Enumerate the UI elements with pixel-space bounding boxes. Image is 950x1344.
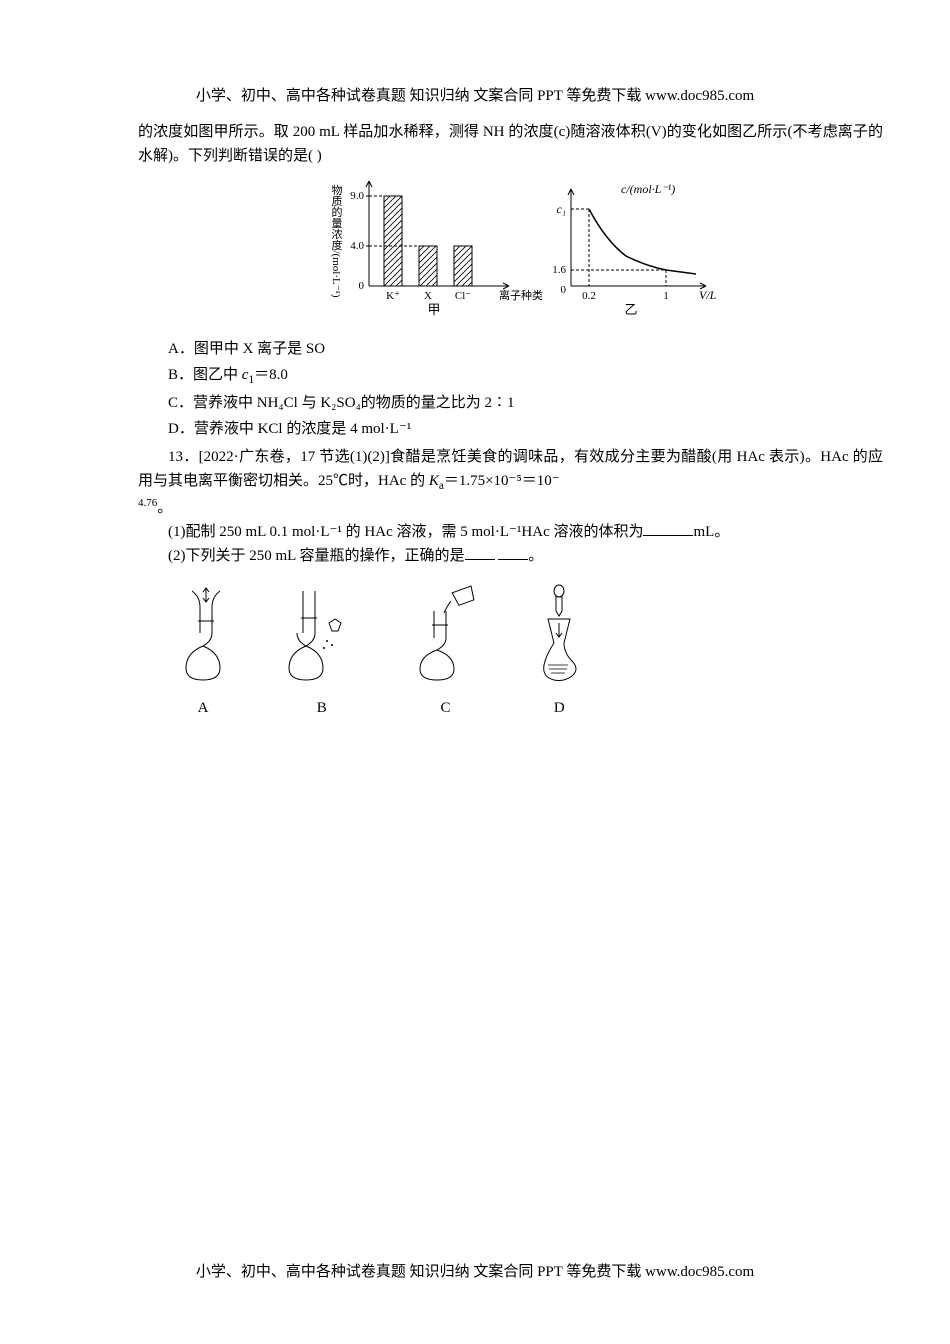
pour-stream — [444, 601, 451, 613]
yi-xlabel: V/L — [699, 288, 717, 302]
chart-jia-yi: 物质的量浓度/(mol·L⁻¹) 0 4.0 9.0 — [301, 176, 721, 321]
bar-cl — [454, 246, 472, 286]
yi-ytick-0: 0 — [560, 284, 566, 296]
xlabel-x: X — [424, 290, 432, 302]
option-d: D．营养液中 KCl 的浓度是 4 mol·L⁻¹ — [138, 417, 883, 441]
chart-jia-ylabel: 物质的量浓度/(mol·L⁻¹) — [330, 183, 343, 298]
intro-paragraph: 的浓度如图甲所示。取 200 mL 样品加水稀释，测得 NH 的浓度(c)随溶液… — [138, 120, 883, 168]
q13-sub2: (2)下列关于 250 mL 容量瓶的操作，正确的是 。 — [138, 544, 883, 568]
flask-a-body — [186, 591, 220, 680]
beaker — [452, 586, 476, 606]
option-d-text: D．营养液中 KCl 的浓度是 4 mol·L⁻¹ — [168, 421, 411, 437]
bar-x — [419, 246, 437, 286]
flask-row: A B — [138, 583, 883, 720]
flask-d-body — [544, 619, 576, 681]
flask-a-arrows — [203, 588, 209, 602]
flask-d-svg — [524, 583, 594, 683]
ka-var: K — [429, 473, 439, 489]
flask-a: A — [168, 583, 238, 720]
q13-source: [2022·广东卷，17 节选(1)(2)] — [199, 449, 390, 465]
blank-1[interactable] — [643, 521, 693, 536]
sub1-unit: mL。 — [693, 524, 729, 540]
page-footer: 小学、初中、高中各种试卷真题 知识归纳 文案合同 PPT 等免费下载 www.d… — [0, 1260, 950, 1284]
xlabel-axis: 离子种类 — [499, 288, 543, 302]
sub1-text: (1)配制 250 mL 0.1 mol·L⁻¹ 的 HAc 溶液，需 5 mo… — [168, 524, 643, 540]
option-c: C．营养液中 NH₄Cl 与 K₂SO₄的物质的量之比为 2∶1 — [138, 391, 883, 415]
flask-b-body — [289, 591, 323, 680]
flask-a-label: A — [168, 696, 238, 720]
ka-eq: ＝1.75×10⁻⁵＝10⁻ — [444, 473, 560, 489]
chart-yi-ylabel: c/(mol·L⁻¹) — [621, 182, 675, 196]
flask-b-svg — [277, 583, 367, 683]
xlabel-k: K⁺ — [386, 290, 400, 302]
flask-b: B — [277, 583, 367, 720]
ytick-0: 0 — [358, 280, 364, 292]
xlabel-cl: Cl⁻ — [454, 290, 470, 302]
option-a-text: A．图甲中 X 离子是 SO — [168, 341, 325, 357]
yi-xtick-02: 0.2 — [582, 290, 596, 302]
flask-a-neck — [192, 591, 200, 633]
flask-c-svg — [406, 583, 486, 683]
dot3 — [323, 647, 325, 649]
flask-d-label: D — [524, 696, 594, 720]
chart-jia-caption: 甲 — [427, 302, 440, 317]
flask-a-svg — [168, 583, 238, 683]
flask-b-label: B — [277, 696, 367, 720]
flask-d: D — [524, 583, 594, 720]
option-b: B．图乙中 c1＝8.0 — [138, 363, 883, 389]
dropper-tube — [556, 596, 562, 616]
sub2-text: (2)下列关于 250 mL 容量瓶的操作，正确的是 — [168, 548, 465, 564]
q13-number: 13． — [168, 449, 199, 465]
option-a: A．图甲中 X 离子是 SO — [138, 337, 883, 361]
ka-exp: 4.76 — [138, 497, 157, 509]
main-content: 的浓度如图甲所示。取 200 mL 样品加水稀释，测得 NH 的浓度(c)随溶液… — [138, 120, 883, 720]
option-c-text: C．营养液中 NH₄Cl 与 K₂SO₄的物质的量之比为 2∶1 — [168, 395, 515, 411]
dot1 — [326, 640, 328, 642]
option-b-text: B．图乙中 c1＝8.0 — [168, 367, 288, 383]
flask-b-stopper — [329, 619, 341, 631]
bar-k — [384, 196, 402, 286]
flask-c-body — [420, 611, 454, 680]
q13-exp-line: 4.76。 — [138, 495, 883, 520]
ka-end: 。 — [157, 500, 172, 516]
flask-d-arrow — [556, 623, 562, 637]
dot2 — [331, 644, 333, 646]
yi-curve — [589, 209, 696, 274]
flask-c-label: C — [406, 696, 486, 720]
q13-sub1: (1)配制 250 mL 0.1 mol·L⁻¹ 的 HAc 溶液，需 5 mo… — [138, 520, 883, 544]
sub2-end: 。 — [528, 548, 543, 564]
charts-row: 物质的量浓度/(mol·L⁻¹) 0 4.0 9.0 — [138, 176, 883, 329]
q13-paragraph: 13．[2022·广东卷，17 节选(1)(2)]食醋是烹饪美食的调味品，有效成… — [138, 445, 883, 495]
dropper-bulb — [554, 585, 564, 597]
ytick-4: 4.0 — [350, 240, 364, 252]
flask-d-hatch — [548, 665, 568, 673]
chart-yi-caption: 乙 — [624, 302, 637, 317]
yi-ytick-c1: c₁ — [556, 202, 566, 216]
blank-2[interactable] — [465, 545, 495, 560]
intro-text: 的浓度如图甲所示。取 200 mL 样品加水稀释，测得 NH 的浓度(c)随溶液… — [138, 124, 883, 164]
yi-ytick-16: 1.6 — [552, 264, 566, 276]
ytick-9: 9.0 — [350, 190, 364, 202]
blank-3[interactable] — [498, 545, 528, 560]
yi-xtick-1: 1 — [663, 290, 669, 302]
page-header: 小学、初中、高中各种试卷真题 知识归纳 文案合同 PPT 等免费下载 www.d… — [0, 84, 950, 108]
flask-c: C — [406, 583, 486, 720]
